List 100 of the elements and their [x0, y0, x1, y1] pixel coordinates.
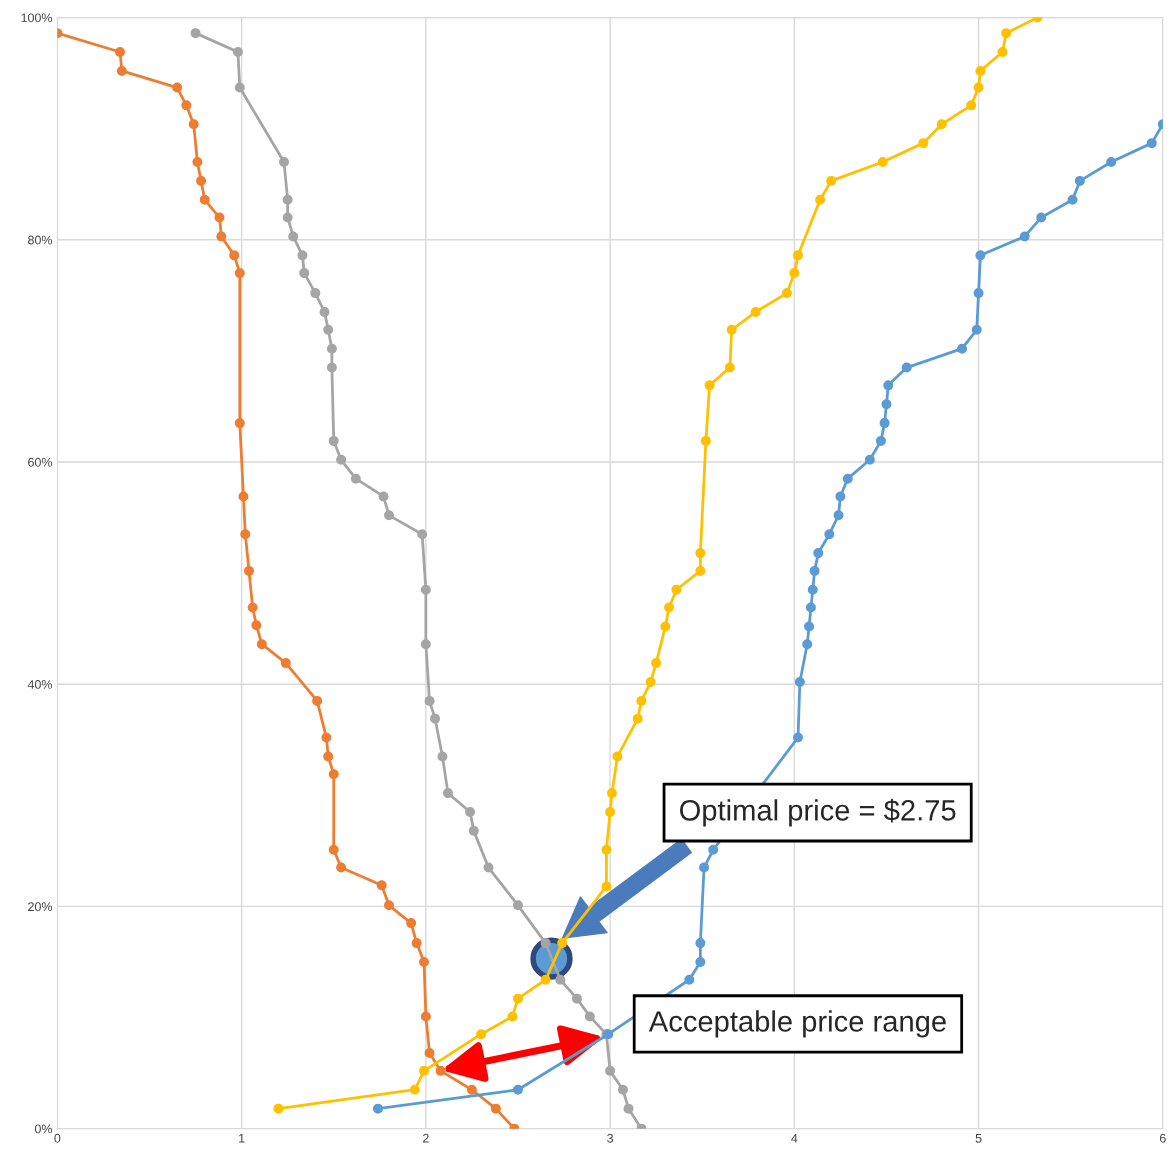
point [802, 639, 813, 650]
point [601, 844, 612, 855]
point [372, 1103, 383, 1114]
point [936, 119, 947, 130]
x-tick-label: 2 [423, 1133, 429, 1143]
y-tick-label: 40% [27, 680, 53, 689]
y-tick-label: 60% [28, 457, 53, 467]
point [234, 418, 245, 429]
point [997, 47, 1008, 58]
point [804, 621, 815, 632]
point [724, 362, 735, 373]
point [273, 1103, 284, 1114]
point [809, 565, 820, 576]
point [540, 938, 551, 949]
point [420, 1011, 431, 1022]
point [726, 324, 737, 335]
point [695, 956, 706, 967]
point [282, 212, 293, 223]
point [420, 584, 431, 595]
point [789, 268, 800, 279]
point [323, 751, 334, 762]
point [196, 175, 207, 186]
point [877, 157, 888, 168]
point [409, 1084, 420, 1095]
y-tick-label: 80% [28, 235, 53, 245]
point [699, 862, 710, 873]
point [376, 880, 387, 891]
point [601, 881, 612, 892]
point [319, 307, 330, 318]
point [555, 974, 566, 985]
point [384, 900, 395, 911]
point [214, 212, 225, 223]
point [605, 806, 616, 817]
point [632, 713, 643, 724]
point [1146, 138, 1157, 149]
point [835, 491, 846, 502]
point [336, 862, 347, 873]
point [512, 900, 523, 911]
y-tick-label: 100% [21, 13, 53, 23]
point [966, 100, 977, 111]
point [328, 844, 339, 855]
point [199, 194, 210, 205]
point [807, 584, 818, 595]
point [864, 454, 875, 465]
point [918, 138, 929, 149]
point [507, 1011, 518, 1022]
point [282, 194, 293, 205]
point [793, 250, 804, 261]
point [695, 938, 706, 949]
point [297, 250, 308, 261]
x-tick-label: 4 [791, 1133, 798, 1143]
point [606, 788, 617, 799]
point [826, 175, 837, 186]
x-tick-label: 5 [975, 1133, 982, 1143]
point [476, 1029, 487, 1040]
point [234, 268, 245, 279]
point [695, 565, 706, 576]
point [512, 1084, 523, 1095]
point [557, 938, 568, 949]
point [883, 380, 894, 391]
point [278, 157, 289, 168]
point [805, 602, 816, 613]
point [651, 658, 662, 669]
point [229, 250, 240, 261]
point [468, 825, 479, 836]
point [605, 1065, 616, 1076]
point [188, 119, 199, 130]
point [299, 268, 310, 279]
point [645, 676, 656, 687]
point [251, 620, 262, 631]
point [815, 194, 826, 205]
annotation: Acceptable price range [648, 1010, 946, 1038]
point [411, 938, 422, 949]
point [973, 82, 984, 93]
point [172, 82, 183, 93]
point [636, 695, 647, 706]
point [881, 399, 892, 410]
point [326, 343, 337, 354]
point [238, 491, 249, 502]
point [420, 639, 431, 650]
point [490, 1103, 501, 1114]
point [384, 510, 395, 521]
point [695, 548, 706, 559]
point [323, 324, 334, 335]
point [671, 584, 682, 595]
y-tick-label: 0% [34, 1124, 53, 1134]
point [417, 529, 428, 540]
point [232, 47, 243, 58]
point [437, 751, 448, 762]
y-tick-label: 20% [28, 902, 53, 912]
point [664, 602, 675, 613]
point [312, 695, 323, 706]
point [833, 510, 844, 521]
point [256, 639, 267, 650]
point [442, 788, 453, 799]
point [234, 82, 245, 93]
point [419, 1065, 430, 1076]
point [975, 65, 986, 76]
x-tick-label: 0 [54, 1133, 61, 1143]
point [483, 862, 494, 873]
